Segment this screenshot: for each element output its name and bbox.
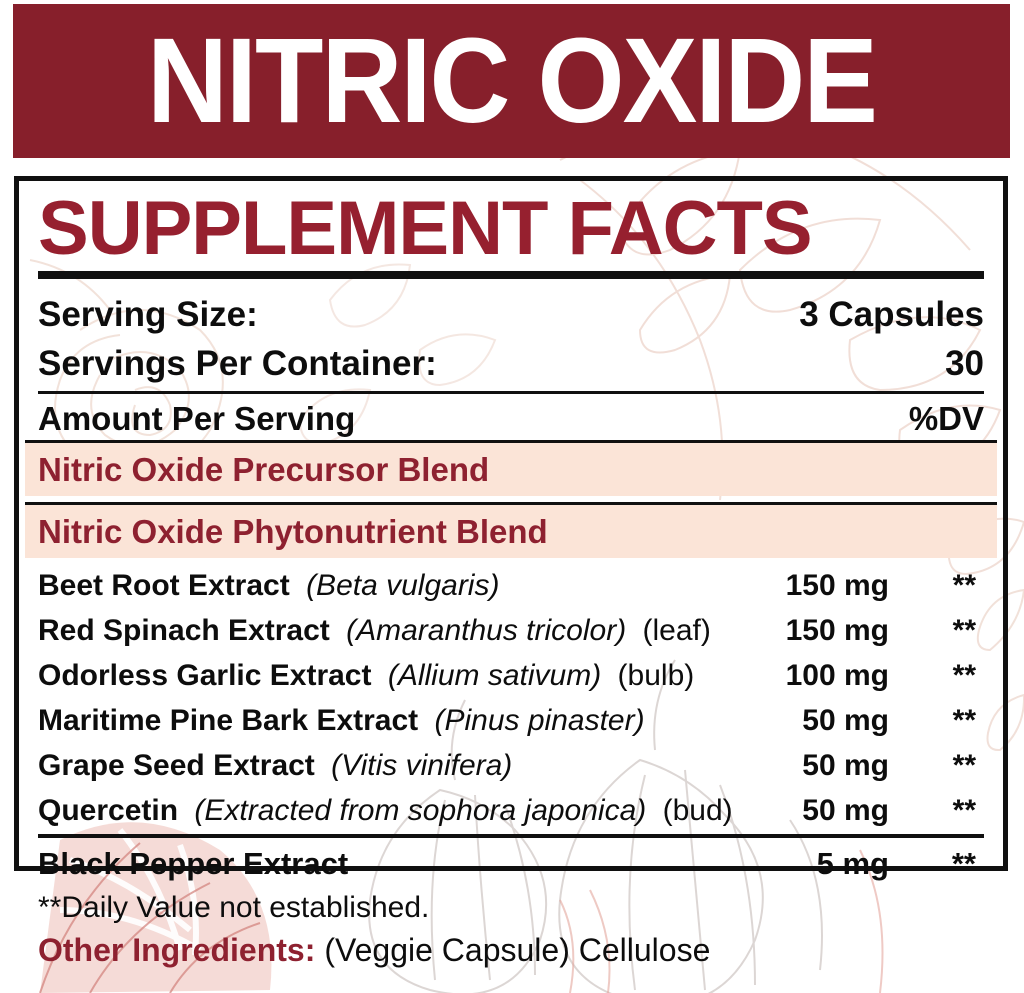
precursor-blend-band: Nitric Oxide Precursor Blend xyxy=(25,443,997,496)
ingredient-name: Beet Root Extract xyxy=(38,569,290,602)
ingredient-latin: (Pinus pinaster) xyxy=(434,704,645,737)
band-divider-1 xyxy=(25,440,997,443)
ingredient-row: Odorless Garlic Extract (Allium sativum)… xyxy=(19,651,1003,696)
band-divider-2 xyxy=(25,502,997,505)
precursor-blend-title: Nitric Oxide Precursor Blend xyxy=(38,450,490,488)
serving-size-label: Serving Size: xyxy=(38,295,258,334)
ingredient-dv: ** xyxy=(952,794,976,827)
ingredient-amount: 150 mg xyxy=(785,614,889,647)
panel-title: SUPPLEMENT FACTS xyxy=(38,186,813,271)
phytonutrient-blend-band: Nitric Oxide Phytonutrient Blend xyxy=(25,505,997,558)
servings-per-container-row: Servings Per Container: 30 xyxy=(19,336,1003,385)
amount-per-serving-label: Amount Per Serving xyxy=(38,400,356,437)
ingredient-dv: ** xyxy=(952,614,976,647)
ingredient-dv: ** xyxy=(952,704,976,737)
ingredient-row: Red Spinach Extract (Amaranthus tricolor… xyxy=(19,606,1003,651)
ingredient-name: Red Spinach Extract xyxy=(38,614,330,647)
ingredient-amount: 100 mg xyxy=(785,659,889,692)
ingredient-latin: (Beta vulgaris) xyxy=(306,569,500,602)
ingredient-name: Black Pepper Extract xyxy=(38,846,349,881)
ingredient-latin: (Extracted from sophora japonica) xyxy=(194,794,647,827)
daily-value-note: **Daily Value not established. xyxy=(38,891,430,924)
footer-notes: **Daily Value not established. Other Ing… xyxy=(38,888,1004,972)
dv-column-label: %DV xyxy=(908,400,984,437)
ingredient-name: Odorless Garlic Extract xyxy=(38,659,372,692)
column-header-row: Amount Per Serving %DV xyxy=(19,394,1003,438)
other-ingredients-value: (Veggie Capsule) Cellulose xyxy=(324,932,711,968)
ingredient-name: Maritime Pine Bark Extract xyxy=(38,704,419,737)
ingredient-latin: (Allium sativum) xyxy=(387,659,602,692)
serving-size-row: Serving Size: 3 Capsules xyxy=(19,287,1003,336)
product-banner: NITRIC OXIDE xyxy=(13,4,1010,158)
ingredient-dv: ** xyxy=(952,569,976,602)
ingredient-amount: 5 mg xyxy=(816,846,889,881)
title-divider xyxy=(38,271,984,279)
ingredient-part: (bud) xyxy=(662,794,733,827)
serving-divider xyxy=(38,391,984,394)
ingredient-row: Maritime Pine Bark Extract (Pinus pinast… xyxy=(19,696,1003,741)
ingredient-row: Beet Root Extract (Beta vulgaris) 150 mg… xyxy=(19,561,1003,606)
ingredient-dv: ** xyxy=(951,846,976,881)
ingredient-dv: ** xyxy=(952,659,976,692)
other-ingredients-line: Other Ingredients: (Veggie Capsule) Cellu… xyxy=(38,928,1004,972)
ingredient-part: (leaf) xyxy=(642,614,711,647)
ingredient-amount: 150 mg xyxy=(785,569,889,602)
ingredient-part: (bulb) xyxy=(617,659,695,692)
supplement-facts-panel: SUPPLEMENT FACTS Serving Size: 3 Capsule… xyxy=(14,176,1008,881)
ingredient-latin: (Amaranthus tricolor) xyxy=(346,614,627,647)
ingredient-name: Grape Seed Extract xyxy=(38,749,315,782)
phytonutrient-blend-title: Nitric Oxide Phytonutrient Blend xyxy=(38,512,548,550)
ingredient-row: Quercetin (Extracted from sophora japoni… xyxy=(19,786,1003,831)
ingredient-amount: 50 mg xyxy=(802,704,889,737)
ingredient-row: Grape Seed Extract (Vitis vinifera) 50 m… xyxy=(19,741,1003,786)
ingredient-amount: 50 mg xyxy=(802,749,889,782)
product-title: NITRIC OXIDE xyxy=(147,12,878,148)
ingredient-amount: 50 mg xyxy=(802,794,889,827)
other-ingredients-label: Other Ingredients: xyxy=(38,932,316,968)
ingredient-dv: ** xyxy=(952,749,976,782)
black-pepper-row: Black Pepper Extract 5 mg ** xyxy=(19,838,1003,881)
servings-per-container-label: Servings Per Container: xyxy=(38,344,437,383)
ingredient-name: Quercetin xyxy=(38,794,179,827)
ingredient-latin: (Vitis vinifera) xyxy=(331,749,513,782)
serving-size-value: 3 Capsules xyxy=(799,295,984,334)
servings-per-container-value: 30 xyxy=(945,344,984,383)
